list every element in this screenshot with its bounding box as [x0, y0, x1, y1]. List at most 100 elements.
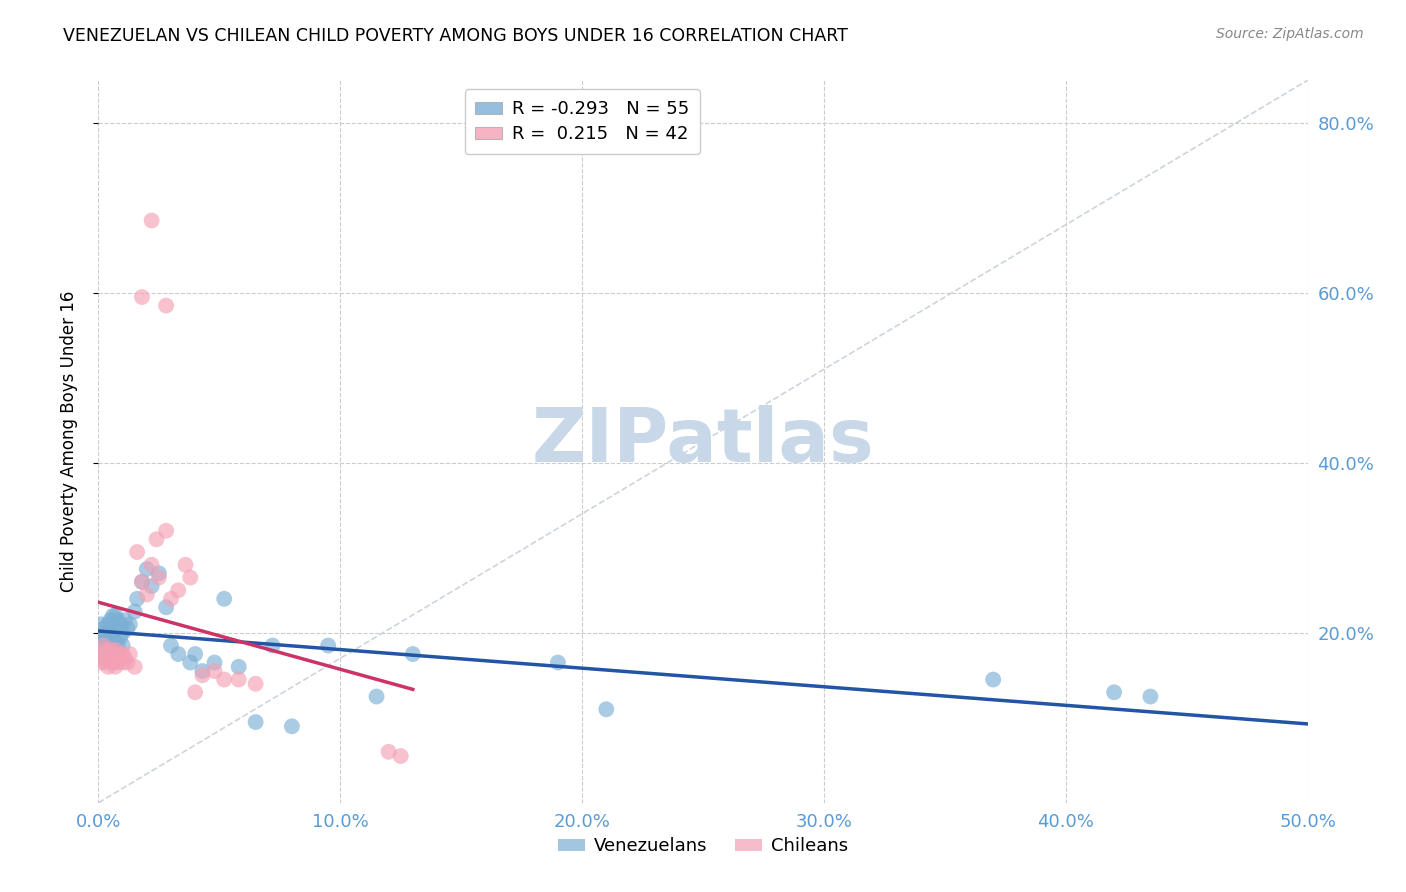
Point	[100, 642, 122, 657]
Point	[377, 745, 399, 759]
Point	[90, 656, 112, 670]
Point	[316, 639, 339, 653]
Point	[204, 656, 226, 670]
Point	[145, 533, 167, 547]
Point	[94, 642, 117, 657]
Point	[212, 673, 235, 687]
Point	[90, 617, 112, 632]
Point	[100, 613, 122, 627]
Point	[141, 213, 163, 227]
Point	[100, 625, 122, 640]
Point	[402, 647, 425, 661]
Point	[91, 639, 114, 653]
Point	[118, 617, 141, 632]
Point	[141, 558, 163, 572]
Point	[111, 647, 134, 661]
Point	[127, 545, 149, 559]
Point	[107, 647, 129, 661]
Point	[117, 656, 139, 670]
Point	[366, 690, 388, 704]
Point	[104, 634, 127, 648]
Point	[191, 664, 214, 678]
Point	[107, 613, 129, 627]
Point	[124, 605, 146, 619]
Point	[228, 673, 250, 687]
Point	[179, 656, 201, 670]
Point	[131, 290, 153, 304]
Point	[245, 677, 267, 691]
Point	[389, 749, 412, 764]
Point	[262, 639, 284, 653]
Point	[204, 664, 226, 678]
Point	[135, 562, 157, 576]
Point	[94, 625, 117, 640]
Point	[184, 647, 207, 661]
Y-axis label: Child Poverty Among Boys Under 16: Child Poverty Among Boys Under 16	[59, 291, 77, 592]
Point	[97, 642, 120, 657]
Point	[212, 591, 235, 606]
Point	[124, 660, 146, 674]
Point	[131, 574, 153, 589]
Point	[97, 630, 120, 644]
Point	[114, 613, 136, 627]
Point	[100, 651, 122, 665]
Point	[97, 647, 120, 661]
Point	[90, 634, 112, 648]
Point	[127, 591, 149, 606]
Point	[91, 630, 114, 644]
Point	[111, 625, 134, 640]
Point	[101, 647, 124, 661]
Legend: Venezuelans, Chileans: Venezuelans, Chileans	[551, 830, 855, 863]
Point	[91, 651, 114, 665]
Point	[167, 583, 190, 598]
Point	[148, 566, 170, 581]
Point	[104, 642, 127, 657]
Text: Source: ZipAtlas.com: Source: ZipAtlas.com	[1216, 27, 1364, 41]
Point	[101, 622, 124, 636]
Point	[595, 702, 617, 716]
Point	[148, 570, 170, 584]
Point	[174, 558, 197, 572]
Point	[101, 608, 124, 623]
Point	[131, 574, 153, 589]
Point	[281, 719, 304, 733]
Point	[114, 651, 136, 665]
Point	[981, 673, 1004, 687]
Point	[94, 647, 117, 661]
Point	[228, 660, 250, 674]
Point	[104, 608, 127, 623]
Point	[108, 617, 131, 632]
Point	[104, 622, 127, 636]
Point	[1139, 690, 1161, 704]
Point	[141, 579, 163, 593]
Point	[108, 630, 131, 644]
Point	[111, 656, 134, 670]
Point	[155, 524, 177, 538]
Point	[245, 714, 267, 729]
Point	[107, 656, 129, 670]
Point	[101, 656, 124, 670]
Point	[111, 639, 134, 653]
Text: VENEZUELAN VS CHILEAN CHILD POVERTY AMONG BOYS UNDER 16 CORRELATION CHART: VENEZUELAN VS CHILEAN CHILD POVERTY AMON…	[63, 27, 848, 45]
Point	[94, 656, 117, 670]
Point	[108, 651, 131, 665]
Point	[155, 600, 177, 615]
Point	[155, 299, 177, 313]
Point	[107, 639, 129, 653]
Point	[1102, 685, 1125, 699]
Point	[90, 647, 112, 661]
Point	[97, 617, 120, 632]
Point	[117, 622, 139, 636]
Point	[184, 685, 207, 699]
Point	[179, 570, 201, 584]
Point	[104, 660, 127, 674]
Point	[94, 634, 117, 648]
Point	[160, 639, 183, 653]
Point	[97, 660, 120, 674]
Point	[118, 647, 141, 661]
Point	[91, 622, 114, 636]
Point	[167, 647, 190, 661]
Text: ZIPatlas: ZIPatlas	[531, 405, 875, 478]
Point	[160, 591, 183, 606]
Point	[101, 630, 124, 644]
